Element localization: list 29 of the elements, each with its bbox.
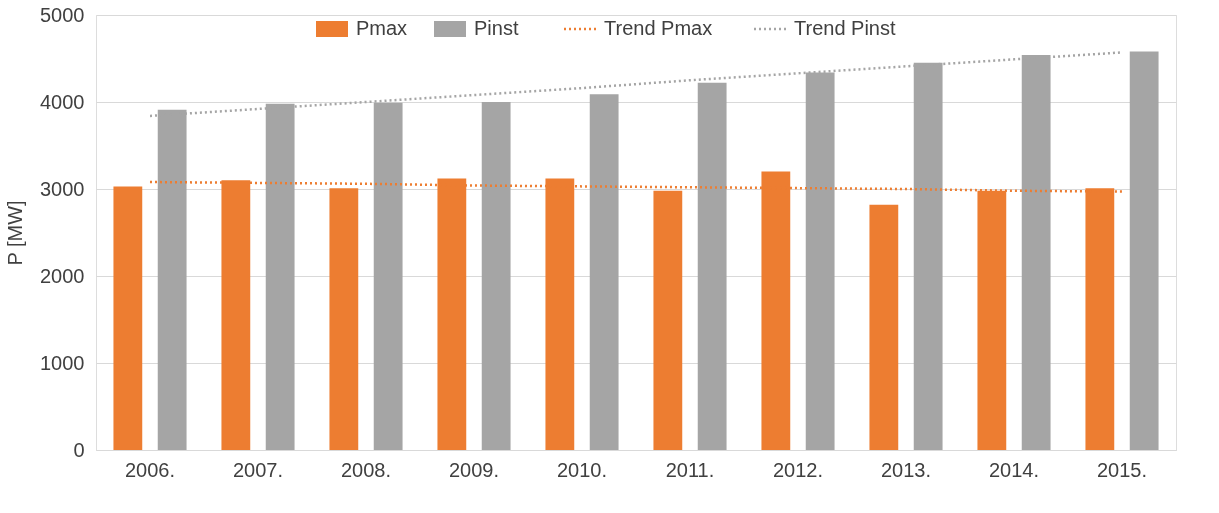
legend-label: Trend Pinst	[794, 17, 896, 39]
bar	[869, 204, 899, 450]
x-tick-label: 2013.	[880, 458, 932, 481]
bar	[113, 186, 143, 450]
x-tick-label: 2015.	[1096, 458, 1148, 481]
bar	[481, 102, 511, 450]
legend-label: Pinst	[474, 17, 519, 39]
x-tick-label: 2006.	[124, 458, 176, 481]
bar	[329, 188, 359, 450]
bar	[1129, 51, 1159, 450]
x-tick-label: 2007.	[232, 458, 284, 481]
x-tick-label: 2009.	[448, 458, 500, 481]
y-tick-label: 2000	[40, 264, 85, 287]
legend-label: Pmax	[356, 17, 408, 39]
bar	[589, 94, 619, 450]
bar	[653, 190, 683, 450]
y-tick-label: 1000	[40, 351, 85, 374]
x-tick-label: 2011.	[665, 458, 715, 481]
y-tick-label: 4000	[40, 90, 85, 113]
x-tick-label: 2014.	[988, 458, 1040, 481]
x-tick-label: 2010.	[556, 458, 608, 481]
y-tick-label: 0	[73, 438, 85, 461]
y-tick-label: 3000	[40, 177, 85, 200]
y-axis-title: P [MW]	[4, 200, 27, 266]
y-tick-label: 5000	[40, 3, 85, 26]
x-tick-label: 2012.	[772, 458, 824, 481]
bar	[697, 82, 727, 450]
legend-label: Trend Pmax	[604, 17, 713, 39]
x-tick-label: 2008.	[340, 458, 392, 481]
